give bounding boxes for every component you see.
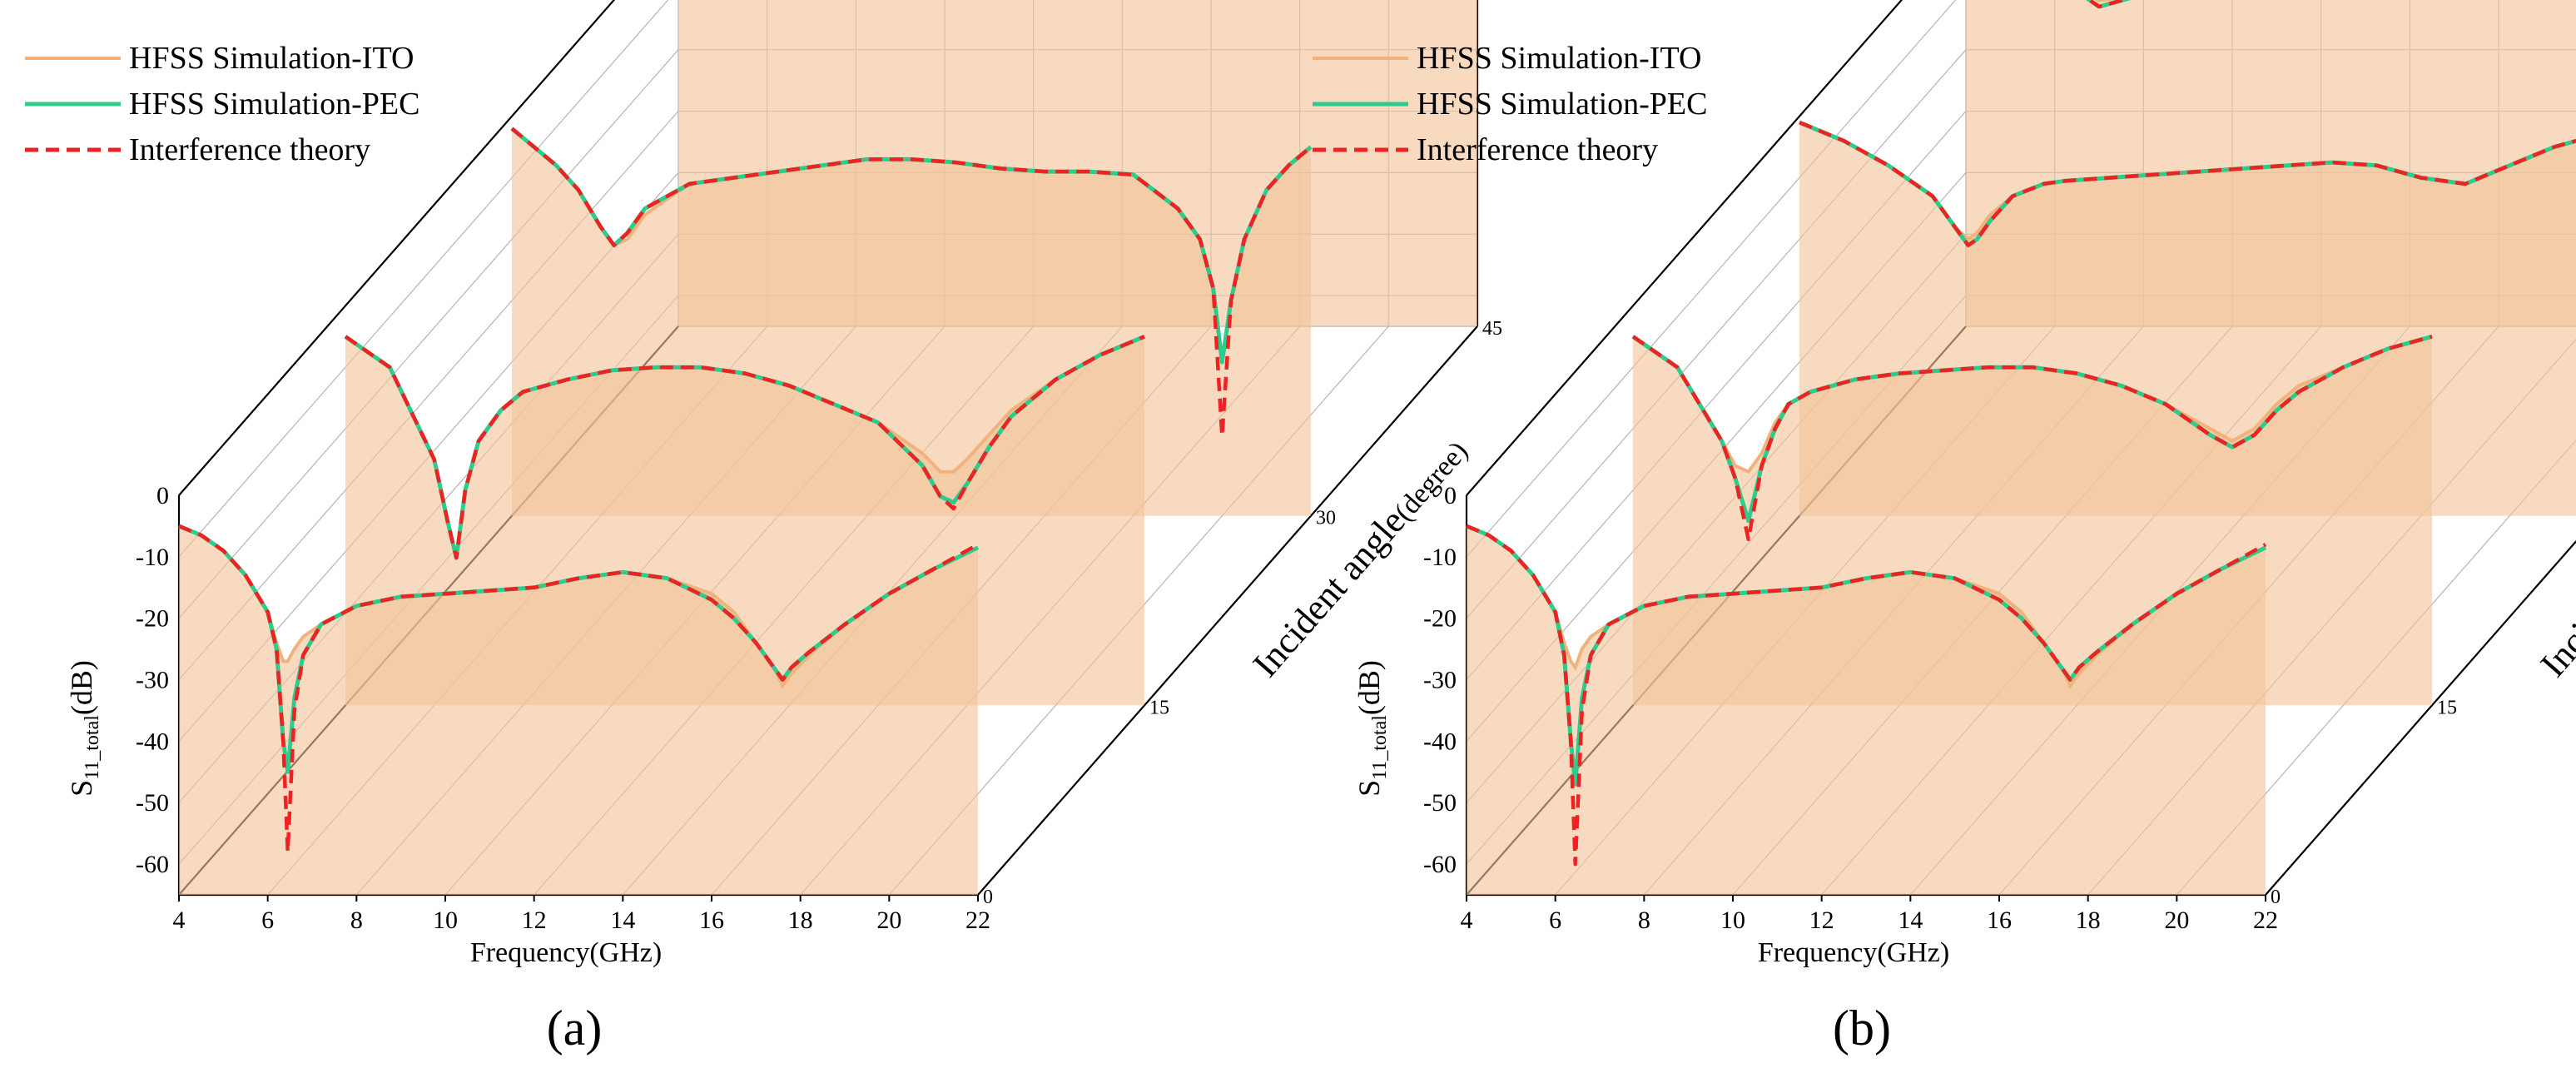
x-tick-label: 18: [2076, 907, 2101, 934]
side-wall-gridline: [1466, 0, 1957, 558]
axis-frame-edge: [178, 0, 616, 496]
theory-curve: [1631, 335, 2433, 542]
y-tick-label: -50: [136, 789, 169, 817]
x-tick-label: 10: [433, 907, 458, 934]
z-tick-label: 15: [2437, 697, 2457, 718]
x-tick-label: 22: [965, 907, 990, 934]
y-tick-label: -30: [1423, 667, 1457, 694]
y-tick-label: -30: [136, 667, 169, 694]
legend-entry-pec-label: HFSS Simulation-PEC: [1417, 87, 1707, 122]
axis-frame-edge: [1466, 0, 1903, 496]
y-axis-label: S11_total(dB): [65, 660, 103, 797]
y-label-subscript: 11_total: [1369, 715, 1391, 780]
x-tick-label: 20: [2164, 907, 2189, 934]
x-axis-label: Frequency(GHz): [470, 937, 662, 968]
legend-entry-theory-label: Interference theory: [129, 132, 370, 167]
legend-entry-ito-label: HFSS Simulation-ITO: [129, 41, 414, 76]
legend: HFSS Simulation-ITO HFSS Simulation-PEC In…: [25, 41, 419, 167]
y-tick-label: -40: [136, 728, 169, 755]
x-tick-label: 12: [522, 907, 547, 934]
theory-curve: [1466, 524, 2267, 867]
theory-curve: [178, 524, 980, 854]
y-label-main: S: [1353, 780, 1386, 797]
legend-entry-ito-label: HFSS Simulation-ITO: [1417, 41, 1701, 76]
x-tick-label: 8: [1638, 907, 1650, 934]
x-tick-label: 16: [1987, 907, 2012, 934]
panel-label: (b): [1833, 1001, 1891, 1056]
ito-fill-area: [179, 525, 978, 895]
y-tick-label: -10: [1423, 544, 1457, 571]
panel-a: 4 6 8 10 12 14 16 18 20 22 Frequency(GHz) 0 -10 -20 -3…: [25, 0, 1502, 1056]
y-tick-label: 0: [156, 482, 169, 509]
theory-curve: [510, 127, 1313, 438]
x-tick-label: 6: [1549, 907, 1561, 934]
x-tick-label: 14: [610, 907, 635, 934]
x-tick-label: 8: [350, 907, 363, 934]
z-tick-label: 0: [983, 887, 993, 908]
y-tick-label: -20: [1423, 605, 1457, 633]
x-tick-label: 4: [173, 907, 186, 934]
x-tick-label: 16: [699, 907, 724, 934]
x-tick-label: 14: [1898, 907, 1923, 934]
x-tick-label: 12: [1809, 907, 1834, 934]
y-tick-label: -60: [1423, 851, 1457, 878]
y-label-main: S: [65, 780, 98, 797]
y-label-unit: (dB): [1353, 660, 1386, 715]
theory-curve: [344, 335, 1145, 560]
side-wall-gridline: [1466, 49, 1967, 619]
ito-curve: [2094, 0, 2115, 2]
y-axis-label: S11_total(dB): [1353, 660, 1391, 797]
axis-frame-edge: [977, 325, 1478, 896]
x-tick-label: 6: [261, 907, 274, 934]
y-tick-label: 0: [1444, 482, 1457, 509]
panel-label: (a): [547, 1001, 603, 1056]
series-angle-0: [1466, 524, 2267, 895]
side-wall-gridline: [178, 111, 679, 680]
series-angle-0: [178, 524, 980, 895]
x-tick-label: 4: [1461, 907, 1473, 934]
y-label-subscript: 11_total: [82, 715, 103, 780]
theory-curve: [1799, 121, 2576, 247]
legend-entry-pec-label: HFSS Simulation-PEC: [129, 87, 419, 122]
x-tick-label: 20: [876, 907, 901, 934]
legend-entry-theory-label: Interference theory: [1417, 132, 1658, 167]
z-label-main: Incident angle: [2533, 501, 2576, 684]
y-tick-label: -50: [1423, 789, 1457, 817]
side-wall-gridline: [178, 0, 669, 558]
ito-fill-area: [1467, 525, 2266, 895]
y-tick-label: -40: [1423, 728, 1457, 755]
x-tick-label: 18: [788, 907, 813, 934]
z-tick-label: 0: [2271, 887, 2281, 908]
z-label-unit: (degree): [1388, 436, 1474, 528]
panel-b: 4 6 8 10 12 14 16 18 20 22 Frequency(GHz) 0 -10 -20 -3…: [1313, 0, 2576, 1056]
x-tick-label: 22: [2253, 907, 2278, 934]
z-tick-label: 30: [1316, 508, 1336, 529]
z-tick-label: 15: [1149, 697, 1169, 718]
y-tick-label: -10: [136, 544, 169, 571]
x-tick-label: 10: [1720, 907, 1745, 934]
theory-curve: [2086, 0, 2131, 9]
side-wall-gridline: [178, 49, 679, 619]
z-tick-label: 45: [1482, 318, 1502, 340]
x-axis-label: Frequency(GHz): [1758, 937, 1949, 968]
y-label-unit: (dB): [65, 660, 98, 715]
legend: HFSS Simulation-ITO HFSS Simulation-PEC In…: [1313, 41, 1707, 167]
y-tick-label: -60: [136, 851, 169, 878]
axis-frame-edge: [2265, 539, 2576, 896]
y-tick-label: -20: [136, 605, 169, 633]
